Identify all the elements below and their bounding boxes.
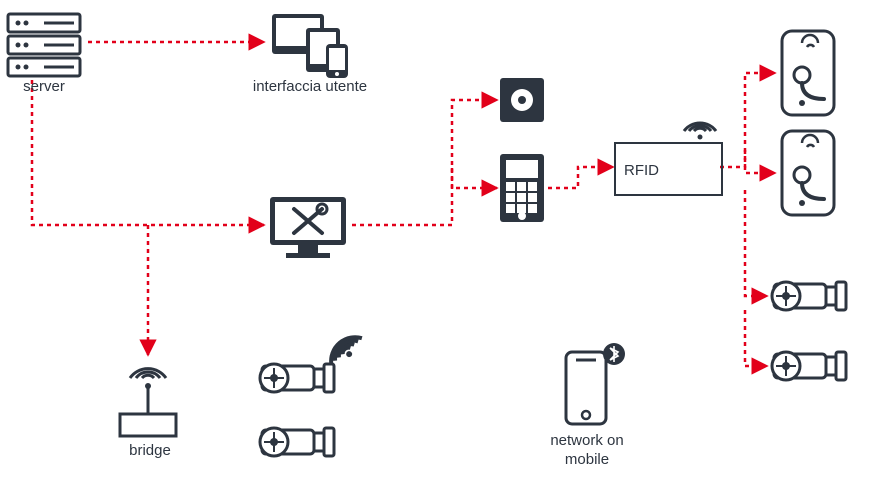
label-network: network on mobile — [527, 432, 647, 470]
cylinder-lock-icon — [260, 364, 334, 392]
cylinder-lock-icon — [772, 282, 846, 310]
edge-rfid-c2 — [745, 310, 767, 366]
cylinder-lock-icon — [260, 428, 334, 456]
edge-r2-rfid — [548, 167, 613, 188]
edge-tools-r2 — [452, 168, 497, 188]
label-bridge: bridge — [110, 442, 190, 461]
wifi-icon — [324, 330, 362, 364]
mobile-bluetooth-icon — [566, 343, 625, 424]
edge-rfid-c1 — [745, 190, 767, 296]
bridge-icon — [120, 369, 176, 436]
edge-rfid-h2 — [745, 150, 775, 173]
door-handle-icon — [782, 131, 834, 215]
door-handle-icon — [782, 31, 834, 115]
edge-rfid-h1 — [720, 73, 775, 167]
label-server: server — [0, 78, 88, 97]
label-rfid: RFID — [624, 162, 659, 179]
devices-icon — [272, 14, 348, 78]
config-monitor-icon — [270, 197, 346, 258]
token-reader-icon — [500, 78, 544, 122]
keypad-reader-icon — [500, 154, 544, 222]
edge-srv-down — [32, 80, 264, 225]
cylinder-lock-icon — [772, 352, 846, 380]
rfid-signal-icon — [684, 123, 716, 140]
label-ui: interfaccia utente — [250, 78, 370, 97]
edge-tools-r1 — [352, 100, 497, 225]
server-icon — [8, 14, 80, 76]
